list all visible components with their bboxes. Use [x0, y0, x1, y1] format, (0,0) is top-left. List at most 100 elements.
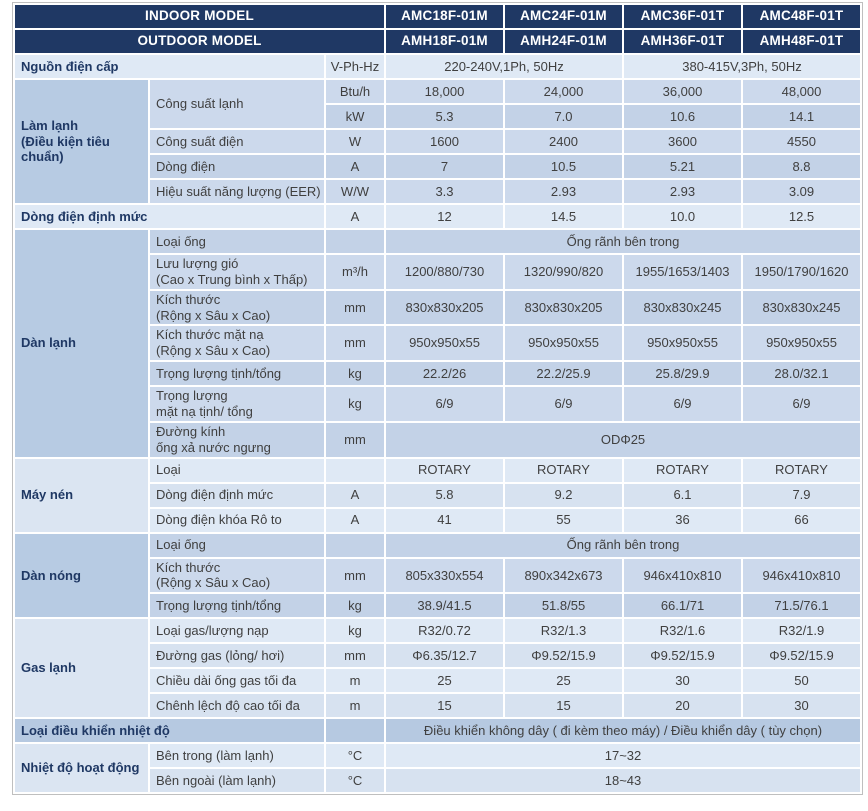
- value-cell: 25: [386, 669, 503, 693]
- value-cell: 25: [505, 669, 622, 693]
- value-cell: 22.2/26: [386, 362, 503, 386]
- value-cell: 18,000: [386, 80, 503, 103]
- value-cell: 5.3: [386, 105, 503, 128]
- header-row-label: OUTDOOR MODEL: [15, 30, 384, 53]
- table-row: Kích thước (Rộng x Sâu x Cao) mm 830x830x2…: [15, 290, 860, 325]
- section-label: Dàn nóng: [15, 533, 148, 618]
- value-cell: 15: [505, 694, 622, 718]
- value-cell: 946x410x810: [743, 558, 860, 593]
- value-cell: R32/1.3: [505, 619, 622, 643]
- value-cell: ODΦ25: [386, 422, 860, 457]
- row-sublabel: Đường gas (lỏng/ hơi): [150, 644, 324, 668]
- value-cell: R32/0.72: [386, 619, 503, 643]
- value-cell: 9.2: [505, 483, 622, 507]
- row-sublabel: Đường kính ống xả nước ngưng: [150, 422, 324, 457]
- value-cell: 36,000: [624, 80, 741, 103]
- row-sublabel: Chiều dài ống gas tối đa: [150, 669, 324, 693]
- value-cell: 12: [386, 205, 503, 228]
- unit-cell: m³/h: [326, 255, 384, 289]
- row-sublabel: Chênh lệch độ cao tối đa: [150, 694, 324, 718]
- value-cell: 10.5: [505, 155, 622, 178]
- value-cell: 22.2/25.9: [505, 362, 622, 386]
- value-cell: 830x830x245: [624, 290, 741, 325]
- section-label: Nhiệt độ hoạt động: [15, 744, 148, 793]
- value-cell: 8.8: [743, 155, 860, 178]
- table-row: INDOOR MODEL AMC18F-01M AMC24F-01M AMC36F-0…: [15, 5, 860, 28]
- value-cell: 7.9: [743, 483, 860, 507]
- unit-cell: Btu/h: [326, 80, 384, 103]
- row-sublabel: Lưu lượng gió (Cao x Trung bình x Thấp): [150, 255, 324, 289]
- table-row: Kích thước mặt nạ (Rộng x Sâu x Cao) mm 95…: [15, 326, 860, 361]
- value-cell: Φ9.52/15.9: [505, 644, 622, 668]
- value-cell: ROTARY: [505, 458, 622, 482]
- section-label: Máy nén: [15, 458, 148, 532]
- table-row: Trọng lượng tịnh/tổng kg 22.2/26 22.2/25.9 2…: [15, 362, 860, 386]
- value-cell: 38.9/41.5: [386, 594, 503, 618]
- unit-cell: kW: [326, 105, 384, 128]
- row-sublabel: Công suất điện: [150, 130, 324, 153]
- table-row: Đường kính ống xả nước ngưng mm ODΦ25: [15, 422, 860, 457]
- value-cell: 2.93: [505, 180, 622, 203]
- value-cell: 1200/880/730: [386, 255, 503, 289]
- table-row: Dòng điện định mức A 12 14.5 10.0 12.5: [15, 205, 860, 228]
- value-cell: 6/9: [505, 387, 622, 421]
- section-label: Làm lạnh (Điều kiện tiêu chuẩn): [15, 80, 148, 203]
- row-sublabel: Loại ống: [150, 230, 324, 253]
- value-cell: 20: [624, 694, 741, 718]
- unit-cell: kg: [326, 362, 384, 386]
- value-cell: 950x950x55: [386, 326, 503, 361]
- spec-table-body: INDOOR MODEL AMC18F-01M AMC24F-01M AMC36F-0…: [15, 5, 860, 793]
- value-cell: 3600: [624, 130, 741, 153]
- model-name-cell: AMH36F-01T: [624, 30, 741, 53]
- value-cell: R32/1.6: [624, 619, 741, 643]
- table-row: Máy nén Loại ROTARY ROTARY ROTARY ROTARY: [15, 458, 860, 532]
- unit-cell: [326, 719, 384, 743]
- value-cell: 7: [386, 155, 503, 178]
- unit-cell: kg: [326, 387, 384, 421]
- row-sublabel: Kích thước (Rộng x Sâu x Cao): [150, 290, 324, 325]
- row-sublabel: Công suất lạnh: [150, 80, 324, 128]
- value-cell: 51.8/55: [505, 594, 622, 618]
- value-cell: 48,000: [743, 80, 860, 103]
- row-sublabel: Loại: [150, 458, 324, 482]
- value-cell: 220-240V,1Ph, 50Hz: [386, 55, 622, 78]
- unit-cell: °C: [326, 769, 384, 793]
- value-cell: 10.6: [624, 105, 741, 128]
- table-row: Bên ngoài (làm lạnh) °C 18~43: [15, 769, 860, 793]
- table-row: kW 5.3 7.0 10.6 14.1: [15, 105, 860, 128]
- value-cell: 71.5/76.1: [743, 594, 860, 618]
- table-row: Làm lạnh (Điều kiện tiêu chuẩn) Công suất…: [15, 80, 860, 203]
- row-sublabel: Bên ngoài (làm lạnh): [150, 769, 324, 793]
- value-cell: 10.0: [624, 205, 741, 228]
- unit-cell: kg: [326, 594, 384, 618]
- value-cell: Φ9.52/15.9: [743, 644, 860, 668]
- unit-cell: A: [326, 483, 384, 507]
- value-cell: 4550: [743, 130, 860, 153]
- table-row: Trọng lượng mặt nạ tịnh/ tổng kg 6/9 6/9 6/9…: [15, 387, 860, 421]
- value-cell: 6.1: [624, 483, 741, 507]
- value-cell: 28.0/32.1: [743, 362, 860, 386]
- value-cell: Ống rãnh bên trong: [386, 533, 860, 557]
- value-cell: R32/1.9: [743, 619, 860, 643]
- value-cell: 30: [624, 669, 741, 693]
- row-sublabel: Kích thước (Rộng x Sâu x Cao): [150, 558, 324, 593]
- value-cell: 950x950x55: [505, 326, 622, 361]
- unit-cell: W: [326, 130, 384, 153]
- value-cell: 50: [743, 669, 860, 693]
- unit-cell: [326, 458, 384, 482]
- model-name-cell: AMH24F-01M: [505, 30, 622, 53]
- value-cell: 36: [624, 508, 741, 532]
- table-row: Hiệu suất năng lượng (EER) W/W 3.3 2.93 2.93…: [15, 180, 860, 203]
- unit-cell: m: [326, 694, 384, 718]
- unit-cell: mm: [326, 422, 384, 457]
- unit-cell: °C: [326, 744, 384, 768]
- unit-cell: mm: [326, 644, 384, 668]
- row-sublabel: Loại gas/lượng nạp: [150, 619, 324, 643]
- section-label: Dàn lạnh: [15, 230, 148, 457]
- value-cell: 24,000: [505, 80, 622, 103]
- row-label: Nguồn điện cấp: [15, 55, 324, 78]
- value-cell: 41: [386, 508, 503, 532]
- value-cell: 6/9: [624, 387, 741, 421]
- section-label: Gas lạnh: [15, 619, 148, 718]
